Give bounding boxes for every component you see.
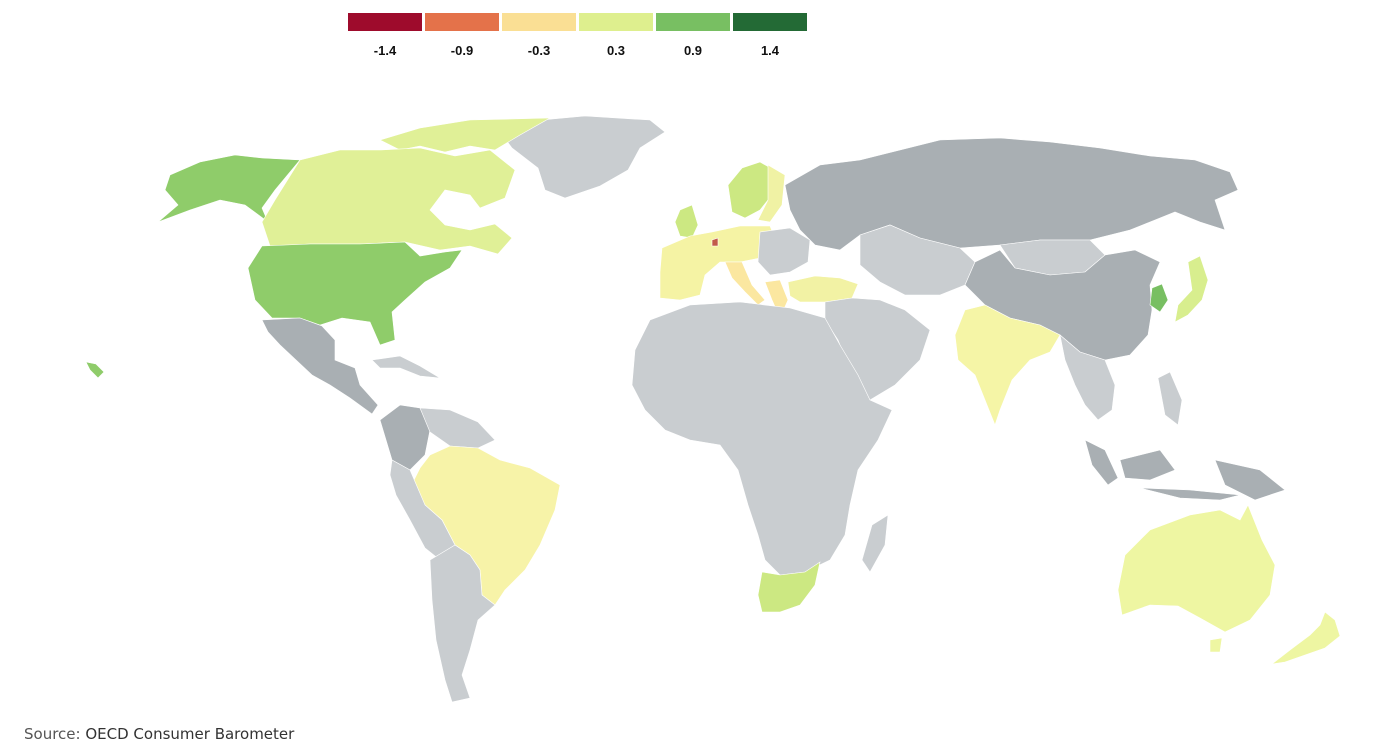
region-austria[interactable]: [711, 237, 719, 247]
legend-swatch-4: [656, 13, 730, 31]
region-finland-baltics[interactable]: [757, 164, 786, 223]
legend-swatch-5: [733, 13, 807, 31]
region-new-zealand[interactable]: [1270, 611, 1341, 665]
region-africa[interactable]: [631, 301, 893, 576]
region-uk[interactable]: [674, 204, 699, 239]
legend-label-2: -0.3: [527, 43, 551, 58]
region-usa[interactable]: [247, 241, 463, 346]
region-caribbean[interactable]: [371, 355, 441, 379]
region-australia[interactable]: [1117, 504, 1276, 633]
source-value: OECD Consumer Barometer: [85, 725, 295, 743]
region-madagascar[interactable]: [861, 514, 889, 573]
color-legend: -1.4 -0.9 -0.3 0.3 0.9 1.4: [348, 13, 808, 63]
region-northern-south-america[interactable]: [419, 407, 496, 449]
region-canada[interactable]: [261, 147, 516, 255]
legend-swatch-0: [348, 13, 422, 31]
region-eastern-europe[interactable]: [757, 227, 811, 276]
legend-label-1: -0.9: [450, 43, 474, 58]
region-canada-islands[interactable]: [379, 117, 551, 153]
region-hawaii[interactable]: [85, 361, 105, 379]
region-south-africa[interactable]: [757, 561, 821, 613]
region-india[interactable]: [954, 304, 1061, 426]
region-indonesia[interactable]: [1084, 439, 1286, 501]
region-colombia[interactable]: [379, 404, 431, 471]
region-southeast-asia[interactable]: [1059, 334, 1116, 421]
source-note: Source: OECD Consumer Barometer: [24, 725, 294, 743]
legend-label-4: 0.9: [683, 43, 703, 58]
region-tasmania[interactable]: [1209, 637, 1223, 653]
region-russia[interactable]: [784, 137, 1239, 251]
legend-swatch-2: [502, 13, 576, 31]
region-greenland[interactable]: [499, 115, 666, 199]
region-korea[interactable]: [1149, 283, 1169, 313]
region-philippines[interactable]: [1157, 371, 1183, 426]
region-middle-east[interactable]: [824, 297, 931, 401]
legend-label-5: 1.4: [760, 43, 780, 58]
region-japan[interactable]: [1174, 255, 1209, 323]
legend-swatch-3: [579, 13, 653, 31]
region-mexico[interactable]: [261, 317, 379, 415]
legend-swatch-1: [425, 13, 499, 31]
region-southern-cone[interactable]: [429, 544, 496, 703]
legend-label-3: 0.3: [606, 43, 626, 58]
world-map: [85, 115, 1341, 703]
region-turkey[interactable]: [787, 275, 859, 303]
source-prefix: Source:: [24, 725, 81, 743]
legend-label-0: -1.4: [373, 43, 397, 58]
